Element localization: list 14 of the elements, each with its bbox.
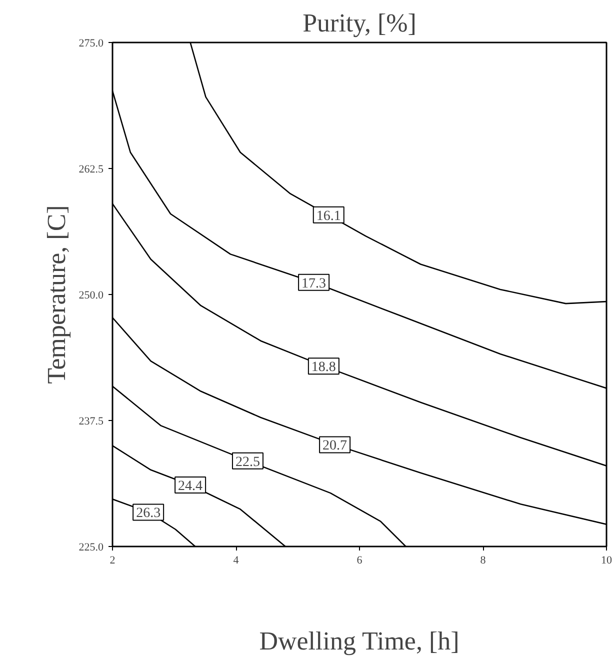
annotation: 16.1 <box>316 208 341 224</box>
y-tick-label: 237.5 <box>78 416 104 428</box>
x-tick-label: 2 <box>110 554 116 566</box>
y-tick-label: 275.0 <box>78 38 104 50</box>
x-axis-title: Dwelling Time, [h] <box>259 626 460 656</box>
x-tick-label: 6 <box>356 554 363 566</box>
x-tick-label: 8 <box>480 554 486 566</box>
y-tick-label: 250.0 <box>78 290 104 302</box>
chart-title: Purity, [%] <box>302 8 416 38</box>
x-tick-label: 4 <box>233 554 240 566</box>
y-tick-label: 262.5 <box>78 164 104 176</box>
x-tick-label: 10 <box>601 554 612 566</box>
y-axis-title: Temperature, [C] <box>42 205 71 384</box>
y-tick-label: 225.0 <box>78 542 104 554</box>
